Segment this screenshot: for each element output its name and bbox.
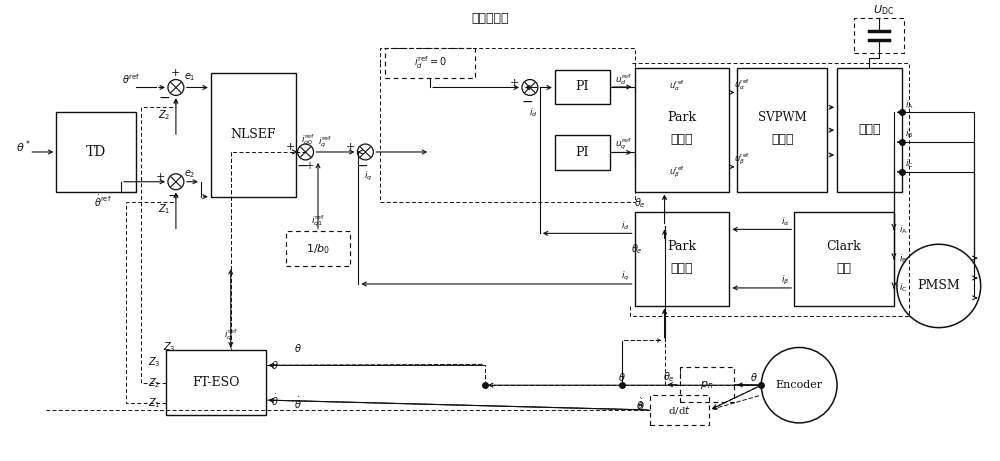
Text: PI: PI bbox=[576, 146, 589, 159]
Bar bbox=[650, 395, 709, 425]
Text: Park: Park bbox=[667, 240, 697, 253]
Text: +: + bbox=[156, 172, 166, 182]
Text: $\theta$: $\theta$ bbox=[271, 359, 278, 372]
Text: 生成器: 生成器 bbox=[771, 133, 793, 146]
Text: +: + bbox=[305, 161, 313, 171]
Text: $i_{q1}^{\rm ref}$: $i_{q1}^{\rm ref}$ bbox=[311, 214, 325, 229]
Text: $\theta_e$: $\theta_e$ bbox=[634, 197, 646, 211]
Text: $i_{\rm C}$: $i_{\rm C}$ bbox=[905, 158, 913, 170]
Text: +: + bbox=[346, 142, 355, 152]
Text: $i_{\rm B}$: $i_{\rm B}$ bbox=[899, 253, 907, 265]
Text: $e_2$: $e_2$ bbox=[184, 168, 196, 180]
Bar bbox=[680, 367, 734, 402]
Text: $U_{\rm DC}$: $U_{\rm DC}$ bbox=[873, 3, 894, 17]
Text: $i_q^{\rm ref}$: $i_q^{\rm ref}$ bbox=[224, 328, 238, 343]
Text: $\dot{\theta}$: $\dot{\theta}$ bbox=[636, 396, 644, 412]
Text: −: − bbox=[357, 159, 368, 173]
Bar bbox=[166, 350, 266, 415]
Text: $\theta^*$: $\theta^*$ bbox=[16, 139, 31, 155]
Text: 逆变器: 逆变器 bbox=[858, 123, 881, 136]
Text: $u_q^{\rm ref}$: $u_q^{\rm ref}$ bbox=[615, 137, 632, 152]
Text: $\dot{\theta}^{\rm ref}$: $\dot{\theta}^{\rm ref}$ bbox=[94, 194, 112, 209]
Text: $i_{q0}^{\rm ref}$: $i_{q0}^{\rm ref}$ bbox=[301, 132, 315, 148]
Text: $\theta_e$: $\theta_e$ bbox=[631, 242, 643, 256]
Text: PMSM: PMSM bbox=[917, 279, 960, 292]
Text: PI: PI bbox=[576, 81, 589, 94]
Text: $u_\alpha^{\rm ref}$: $u_\alpha^{\rm ref}$ bbox=[734, 77, 750, 92]
Text: $u_\beta^{\rm ref}$: $u_\beta^{\rm ref}$ bbox=[669, 164, 685, 180]
Text: $u_d^{\rm ref}$: $u_d^{\rm ref}$ bbox=[615, 71, 632, 87]
Text: +: + bbox=[286, 142, 295, 152]
Bar bbox=[286, 231, 350, 266]
Text: $i_d^{\rm ref}=0$: $i_d^{\rm ref}=0$ bbox=[414, 54, 447, 71]
Text: −: − bbox=[521, 95, 533, 108]
Text: $i_{\rm A}$: $i_{\rm A}$ bbox=[905, 98, 914, 111]
Text: $i_d$: $i_d$ bbox=[529, 106, 537, 118]
Text: Clark: Clark bbox=[827, 240, 861, 253]
Text: $u_\beta^{\rm ref}$: $u_\beta^{\rm ref}$ bbox=[734, 151, 750, 167]
Text: $\theta^{\rm ref}$: $\theta^{\rm ref}$ bbox=[122, 73, 140, 86]
Text: $\theta_e$: $\theta_e$ bbox=[663, 370, 675, 384]
Text: $\theta$: $\theta$ bbox=[618, 371, 626, 383]
Text: $u_\alpha^{\rm ref}$: $u_\alpha^{\rm ref}$ bbox=[669, 78, 685, 93]
Bar bbox=[837, 68, 902, 192]
Text: $\dot{\theta}$: $\dot{\theta}$ bbox=[294, 396, 301, 411]
Bar bbox=[635, 212, 729, 306]
Text: $i_q^{\rm ref}$: $i_q^{\rm ref}$ bbox=[318, 134, 332, 150]
Text: −: − bbox=[158, 90, 170, 104]
Text: −: − bbox=[167, 189, 179, 203]
Text: +: + bbox=[171, 68, 181, 77]
Text: NLSEF: NLSEF bbox=[230, 128, 276, 141]
Text: $\theta$: $\theta$ bbox=[750, 371, 757, 383]
Text: $i_q$: $i_q$ bbox=[364, 170, 373, 183]
Bar bbox=[555, 70, 610, 104]
Bar bbox=[385, 48, 475, 77]
Text: $i_{\rm A}$: $i_{\rm A}$ bbox=[899, 223, 908, 236]
Bar bbox=[854, 18, 904, 53]
Text: TD: TD bbox=[86, 145, 106, 159]
Bar bbox=[555, 135, 610, 170]
Text: SVPWM: SVPWM bbox=[758, 111, 807, 124]
Text: $Z_2$: $Z_2$ bbox=[158, 108, 170, 122]
Text: 电流调节器: 电流调节器 bbox=[471, 12, 509, 24]
Text: $i_{\rm B}$: $i_{\rm B}$ bbox=[905, 128, 913, 140]
Text: $i_{\rm C}$: $i_{\rm C}$ bbox=[899, 282, 907, 294]
Text: 正变换: 正变换 bbox=[671, 262, 693, 275]
Text: $i_\beta$: $i_\beta$ bbox=[781, 273, 789, 287]
Text: $Z_2$: $Z_2$ bbox=[148, 376, 161, 390]
Text: d/d$t$: d/d$t$ bbox=[668, 404, 691, 416]
Text: 逆变换: 逆变换 bbox=[671, 133, 693, 146]
Text: FT-ESO: FT-ESO bbox=[192, 376, 240, 389]
Bar bbox=[635, 68, 729, 192]
Text: $p_n$: $p_n$ bbox=[700, 378, 714, 390]
Text: $i_d$: $i_d$ bbox=[621, 219, 630, 232]
Text: $Z_3$: $Z_3$ bbox=[148, 355, 161, 369]
Bar bbox=[737, 68, 827, 192]
Text: +: + bbox=[510, 77, 520, 88]
Bar bbox=[211, 72, 296, 197]
Text: $\dot{\theta}$: $\dot{\theta}$ bbox=[637, 397, 645, 413]
Text: 变换: 变换 bbox=[837, 262, 852, 275]
Text: $1/b_0$: $1/b_0$ bbox=[306, 242, 330, 256]
Text: $\dot{\theta}$: $\dot{\theta}$ bbox=[271, 392, 278, 408]
Text: $i_\alpha$: $i_\alpha$ bbox=[781, 215, 789, 228]
Text: $Z_1$: $Z_1$ bbox=[148, 396, 161, 410]
Text: $Z_1$: $Z_1$ bbox=[158, 203, 170, 216]
Bar bbox=[794, 212, 894, 306]
Text: $i_q$: $i_q$ bbox=[621, 270, 630, 283]
Bar bbox=[56, 112, 136, 192]
Text: −: − bbox=[297, 159, 308, 173]
Text: $Z_3$: $Z_3$ bbox=[163, 341, 176, 355]
Text: Encoder: Encoder bbox=[776, 380, 823, 390]
Text: $\theta$: $\theta$ bbox=[294, 343, 301, 355]
Text: $e_1$: $e_1$ bbox=[184, 71, 196, 83]
Text: Park: Park bbox=[667, 111, 697, 124]
